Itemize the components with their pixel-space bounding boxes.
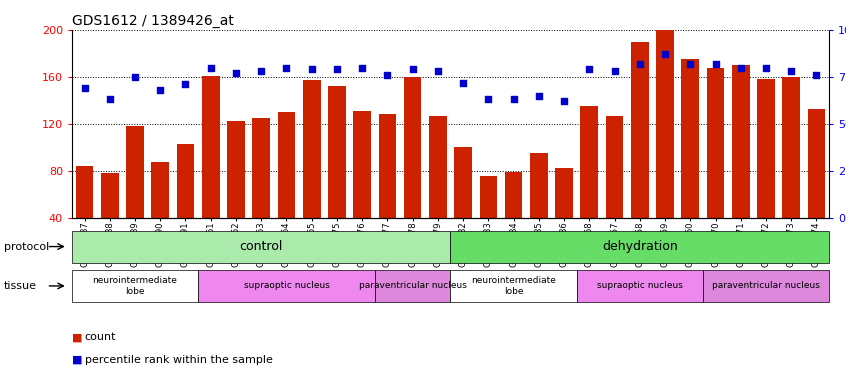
- Bar: [252, 118, 270, 264]
- Point: [810, 72, 823, 78]
- Bar: [656, 30, 674, 264]
- Point: [129, 74, 142, 80]
- Point: [684, 61, 697, 67]
- Point: [153, 87, 167, 93]
- Bar: [454, 147, 472, 264]
- Bar: [328, 86, 346, 264]
- Bar: [151, 162, 169, 264]
- Text: supraoptic nucleus: supraoptic nucleus: [596, 281, 683, 290]
- Bar: [606, 116, 624, 264]
- Point: [431, 68, 445, 74]
- Point: [734, 64, 748, 70]
- Text: GDS1612 / 1389426_at: GDS1612 / 1389426_at: [72, 13, 233, 28]
- Point: [355, 64, 369, 70]
- Bar: [177, 144, 195, 264]
- Bar: [277, 112, 295, 264]
- Text: ■: ■: [72, 333, 86, 342]
- Point: [255, 68, 268, 74]
- Bar: [378, 114, 396, 264]
- Bar: [681, 59, 699, 264]
- Bar: [480, 177, 497, 264]
- Bar: [783, 77, 800, 264]
- Bar: [580, 106, 598, 264]
- Text: protocol: protocol: [4, 242, 49, 252]
- Bar: [75, 166, 93, 264]
- Point: [481, 96, 495, 102]
- Bar: [303, 80, 321, 264]
- Bar: [227, 122, 244, 264]
- Bar: [404, 77, 421, 264]
- Bar: [505, 172, 523, 264]
- Point: [406, 66, 420, 72]
- Point: [759, 64, 772, 70]
- Point: [179, 81, 192, 87]
- Bar: [101, 173, 118, 264]
- Bar: [555, 168, 573, 264]
- Point: [709, 61, 722, 67]
- Text: neurointermediate
lobe: neurointermediate lobe: [471, 276, 556, 296]
- Point: [507, 96, 520, 102]
- Bar: [202, 76, 220, 264]
- Bar: [126, 126, 144, 264]
- Point: [784, 68, 798, 74]
- Bar: [530, 153, 547, 264]
- Text: dehydration: dehydration: [602, 240, 678, 253]
- Bar: [429, 116, 447, 264]
- Point: [78, 85, 91, 91]
- Point: [583, 66, 596, 72]
- Point: [229, 70, 243, 76]
- Bar: [808, 108, 826, 264]
- Point: [280, 64, 294, 70]
- Bar: [354, 111, 371, 264]
- Point: [456, 80, 470, 86]
- Point: [204, 64, 217, 70]
- Point: [607, 68, 621, 74]
- Text: percentile rank within the sample: percentile rank within the sample: [85, 355, 272, 365]
- Point: [658, 51, 672, 57]
- Text: paraventricular nucleus: paraventricular nucleus: [712, 281, 820, 290]
- Point: [633, 61, 646, 67]
- Point: [532, 93, 546, 99]
- Text: control: control: [239, 240, 283, 253]
- Point: [330, 66, 343, 72]
- Point: [305, 66, 318, 72]
- Bar: [732, 65, 750, 264]
- Text: neurointermediate
lobe: neurointermediate lobe: [92, 276, 178, 296]
- Text: ■: ■: [72, 355, 86, 365]
- Point: [558, 98, 571, 104]
- Bar: [631, 42, 649, 264]
- Point: [381, 72, 394, 78]
- Text: paraventricular nucleus: paraventricular nucleus: [359, 281, 467, 290]
- Text: supraoptic nucleus: supraoptic nucleus: [244, 281, 329, 290]
- Bar: [757, 79, 775, 264]
- Text: count: count: [85, 333, 116, 342]
- Bar: [706, 68, 724, 264]
- Text: tissue: tissue: [4, 281, 37, 291]
- Point: [103, 96, 117, 102]
